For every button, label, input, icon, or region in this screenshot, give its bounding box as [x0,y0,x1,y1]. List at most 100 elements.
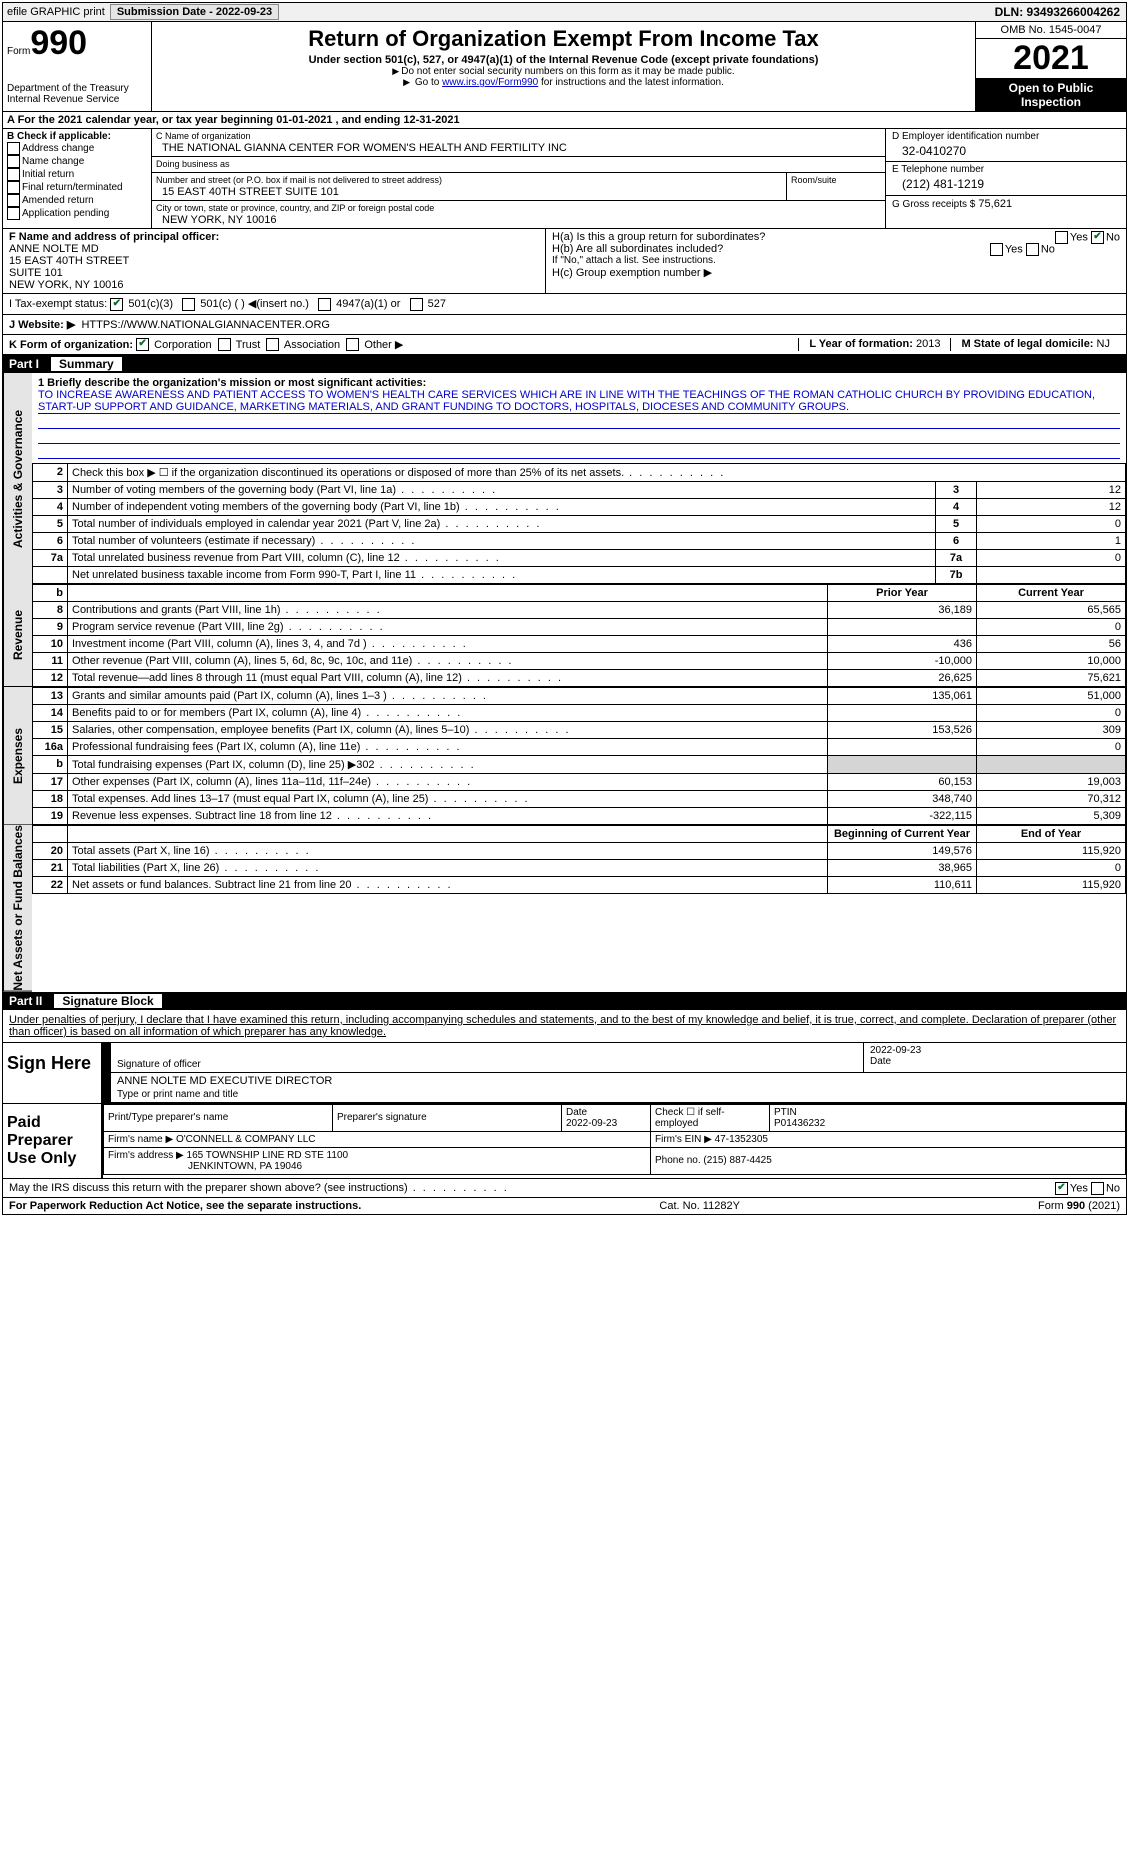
cb-final-return[interactable]: Final return/terminated [7,181,147,194]
table-row: 18Total expenses. Add lines 13–17 (must … [33,791,1126,808]
table-expenses: 13Grants and similar amounts paid (Part … [32,687,1126,825]
form-subtitle: Under section 501(c), 527, or 4947(a)(1)… [156,54,971,66]
submission-date-button[interactable]: Submission Date - 2022-09-23 [110,4,279,20]
cb-501c3[interactable] [110,298,123,311]
form-number: Form990 [7,24,147,63]
mission-text: TO INCREASE AWARENESS AND PATIENT ACCESS… [38,389,1120,414]
cb-app-pending[interactable]: Application pending [7,207,147,220]
ein-value: 32-0410270 [892,142,1120,158]
goto-note: Go to www.irs.gov/Form990 for instructio… [156,77,971,88]
firm-addr1: 165 TOWNSHIP LINE RD STE 1100 [187,1150,349,1161]
gross-receipts: 75,621 [978,198,1012,210]
cb-corp[interactable] [136,338,149,351]
cb-assoc[interactable] [266,338,279,351]
table-row: 9Program service revenue (Part VIII, lin… [33,619,1126,636]
sidebar-revenue: Revenue [3,584,32,687]
cb-trust[interactable] [218,338,231,351]
table-row: 3Number of voting members of the governi… [33,482,1126,499]
cb-other[interactable] [346,338,359,351]
state-domicile: NJ [1097,338,1110,350]
table-row: 22Net assets or fund balances. Subtract … [33,877,1126,894]
paid-preparer-table: Print/Type preparer's name Preparer's si… [103,1104,1126,1175]
cb-527[interactable] [410,298,423,311]
table-row: 17Other expenses (Part IX, column (A), l… [33,774,1126,791]
irs-link[interactable]: www.irs.gov/Form990 [442,77,538,88]
h-b-row: H(b) Are all subordinates included? Yes … [552,243,1120,255]
form-title: Return of Organization Exempt From Incom… [156,26,971,52]
table-row: 2Check this box ▶ ☐ if the organization … [33,464,1126,482]
tax-status-row: I Tax-exempt status: 501(c)(3) 501(c) ( … [3,294,1126,315]
col-d-ids: D Employer identification number 32-0410… [885,129,1126,228]
table-row: 15Salaries, other compensation, employee… [33,722,1126,739]
efile-label: efile GRAPHIC print [3,6,109,18]
sign-here-label: Sign Here [3,1043,103,1103]
open-to-public: Open to Public Inspection [976,79,1126,111]
discuss-row: May the IRS discuss this return with the… [3,1178,1126,1197]
org-city: NEW YORK, NY 10016 [156,213,881,226]
table-row: 7aTotal unrelated business revenue from … [33,550,1126,567]
page-footer: For Paperwork Reduction Act Notice, see … [3,1197,1126,1214]
dept-label: Department of the Treasury [7,83,147,94]
firm-phone: (215) 887-4425 [703,1155,771,1166]
table-row: 5Total number of individuals employed in… [33,516,1126,533]
website-row: J Website: ▶ HTTPS://WWW.NATIONALGIANNAC… [3,315,1126,335]
table-row: 20Total assets (Part X, line 16)149,5761… [33,843,1126,860]
form-header: Form990 Department of the Treasury Inter… [3,22,1126,112]
officer-name: ANNE NOLTE MD [9,243,539,255]
cb-name-change[interactable]: Name change [7,155,147,168]
table-revenue: bPrior YearCurrent Year8Contributions an… [32,584,1126,687]
h-a-row: H(a) Is this a group return for subordin… [552,231,1120,243]
top-toolbar: efile GRAPHIC print Submission Date - 20… [3,3,1126,22]
table-row: 21Total liabilities (Part X, line 26)38,… [33,860,1126,877]
org-dba [156,169,881,170]
col-c-org: C Name of organization THE NATIONAL GIAN… [152,129,885,228]
firm-addr2: JENKINTOWN, PA 19046 [108,1161,302,1172]
dln-label: DLN: 93493266004262 [995,5,1126,19]
cb-amended[interactable]: Amended return [7,194,147,207]
table-row: 13Grants and similar amounts paid (Part … [33,688,1126,705]
entity-block: B Check if applicable: Address change Na… [3,129,1126,229]
cb-501c[interactable] [182,298,195,311]
table-row: Net unrelated business taxable income fr… [33,567,1126,584]
line-a-period: A For the 2021 calendar year, or tax yea… [3,112,1126,129]
cb-4947[interactable] [318,298,331,311]
omb-number: OMB No. 1545-0047 [976,22,1126,39]
org-street: 15 EAST 40TH STREET SUITE 101 [156,185,782,198]
phone-value: (212) 481-1219 [892,175,1120,191]
perjury-statement: Under penalties of perjury, I declare th… [3,1010,1126,1042]
tax-year: 2021 [976,39,1126,79]
table-row: 8Contributions and grants (Part VIII, li… [33,602,1126,619]
irs-label: Internal Revenue Service [7,94,147,105]
year-formation: 2013 [916,338,940,350]
sig-date: 2022-09-23 [870,1045,1120,1056]
sidebar-expenses: Expenses [3,687,32,825]
sidebar-net-assets: Net Assets or Fund Balances [3,825,32,992]
table-row: 12Total revenue—add lines 8 through 11 (… [33,670,1126,687]
ssn-note: Do not enter social security numbers on … [156,66,971,77]
part2-header: Part II Signature Block [3,992,1126,1010]
website-value: HTTPS://WWW.NATIONALGIANNACENTER.ORG [81,319,330,331]
paid-preparer-label: Paid Preparer Use Only [3,1104,103,1178]
table-row: 14Benefits paid to or for members (Part … [33,705,1126,722]
cb-address-change[interactable]: Address change [7,142,147,155]
officer-name-title: ANNE NOLTE MD EXECUTIVE DIRECTOR [117,1075,1120,1089]
signature-block: Under penalties of perjury, I declare th… [3,1010,1126,1197]
fh-block: F Name and address of principal officer:… [3,229,1126,294]
k-row: K Form of organization: Corporation Trus… [3,335,1126,356]
cb-initial-return[interactable]: Initial return [7,168,147,181]
sidebar-activities-governance: Activities & Governance [3,373,32,584]
col-b-checkboxes: B Check if applicable: Address change Na… [3,129,152,228]
part1-header: Part I Summary [3,355,1126,373]
table-net-assets: Beginning of Current YearEnd of Year20To… [32,825,1126,894]
table-row: 10Investment income (Part VIII, column (… [33,636,1126,653]
cb-discuss-no[interactable] [1091,1182,1104,1195]
prep-date: 2022-09-23 [566,1118,646,1129]
ptin-value: P01436232 [774,1118,1121,1129]
table-row: bTotal fundraising expenses (Part IX, co… [33,756,1126,774]
table-row: 4Number of independent voting members of… [33,499,1126,516]
cb-discuss-yes[interactable] [1055,1182,1068,1195]
org-name: THE NATIONAL GIANNA CENTER FOR WOMEN'S H… [156,141,881,154]
firm-ein: 47-1352305 [715,1134,768,1145]
table-row: 6Total number of volunteers (estimate if… [33,533,1126,550]
table-activities-governance: 2Check this box ▶ ☐ if the organization … [32,463,1126,584]
